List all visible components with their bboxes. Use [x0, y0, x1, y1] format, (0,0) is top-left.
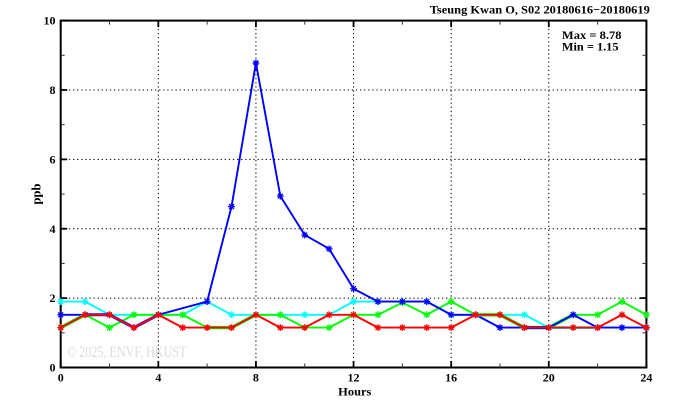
svg-text:© 2025, ENVF, HKUST: © 2025, ENVF, HKUST	[67, 344, 187, 361]
svg-text:0: 0	[50, 361, 56, 375]
svg-text:16: 16	[445, 371, 457, 385]
svg-text:4: 4	[155, 371, 161, 385]
svg-text:0: 0	[58, 371, 64, 385]
svg-text:12: 12	[348, 371, 360, 385]
svg-text:10: 10	[44, 14, 56, 28]
svg-text:Max = 8.78: Max = 8.78	[562, 28, 622, 42]
svg-text:20: 20	[543, 371, 555, 385]
svg-text:8: 8	[253, 371, 259, 385]
svg-text:4: 4	[50, 222, 56, 236]
svg-text:ppb: ppb	[30, 184, 44, 205]
svg-text:6: 6	[50, 152, 56, 166]
svg-text:Tseung Kwan O, S02 20180616−20: Tseung Kwan O, S02 20180616−20180619	[430, 3, 650, 17]
svg-text:8: 8	[50, 83, 56, 97]
svg-text:2: 2	[50, 291, 56, 305]
svg-text:Min = 1.15: Min = 1.15	[562, 39, 619, 53]
svg-text:24: 24	[640, 371, 652, 385]
svg-text:Hours: Hours	[338, 384, 372, 398]
